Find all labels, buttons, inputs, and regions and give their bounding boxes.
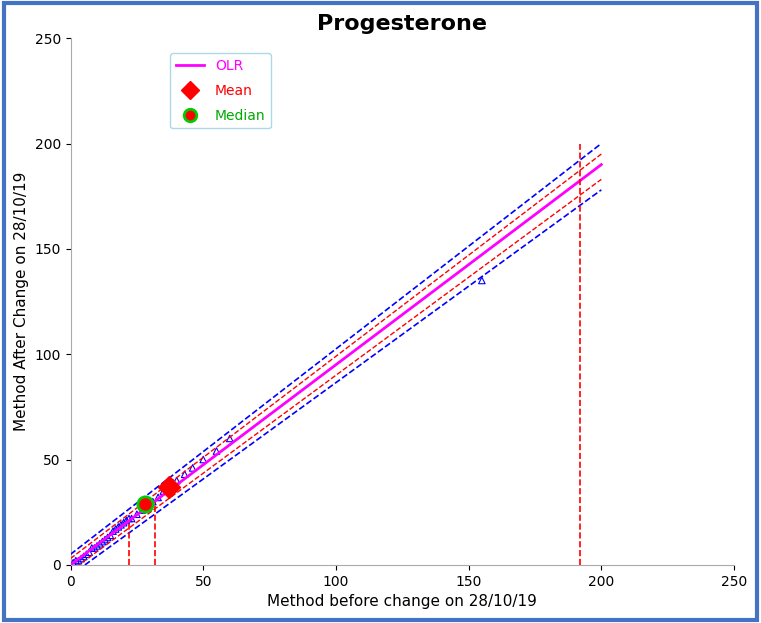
Point bbox=[117, 518, 129, 528]
Point bbox=[99, 535, 111, 545]
Point bbox=[70, 556, 82, 566]
Point bbox=[224, 434, 236, 444]
Point bbox=[75, 553, 88, 563]
Point bbox=[97, 536, 109, 546]
Point bbox=[476, 275, 488, 285]
Point bbox=[102, 533, 114, 543]
Point bbox=[107, 526, 119, 536]
Point bbox=[179, 469, 191, 479]
Point bbox=[115, 520, 127, 530]
Point bbox=[88, 543, 100, 553]
Point bbox=[123, 513, 135, 523]
Point bbox=[158, 486, 170, 496]
Point bbox=[112, 522, 124, 532]
Y-axis label: Method After Change on 28/10/19: Method After Change on 28/10/19 bbox=[14, 172, 29, 431]
Point bbox=[120, 516, 132, 526]
Point bbox=[136, 505, 148, 515]
Point bbox=[186, 463, 199, 473]
Point bbox=[210, 446, 222, 456]
Point bbox=[110, 524, 122, 534]
Point bbox=[86, 543, 98, 553]
Legend: OLR, Mean, Median: OLR, Mean, Median bbox=[170, 53, 271, 128]
Title: Progesterone: Progesterone bbox=[317, 14, 487, 34]
Point bbox=[142, 501, 154, 511]
Point bbox=[72, 556, 84, 566]
Point bbox=[94, 539, 106, 549]
X-axis label: Method before change on 28/10/19: Method before change on 28/10/19 bbox=[267, 594, 537, 609]
Point bbox=[81, 549, 93, 559]
Point bbox=[197, 455, 209, 465]
Point bbox=[152, 492, 164, 502]
Point bbox=[78, 551, 90, 561]
Point bbox=[147, 497, 159, 506]
Point bbox=[67, 558, 79, 568]
Point bbox=[170, 475, 183, 485]
Point bbox=[126, 513, 138, 523]
Point bbox=[91, 541, 103, 551]
Point bbox=[163, 482, 175, 492]
Point bbox=[83, 547, 95, 557]
Point bbox=[104, 530, 116, 540]
Point bbox=[131, 509, 143, 519]
